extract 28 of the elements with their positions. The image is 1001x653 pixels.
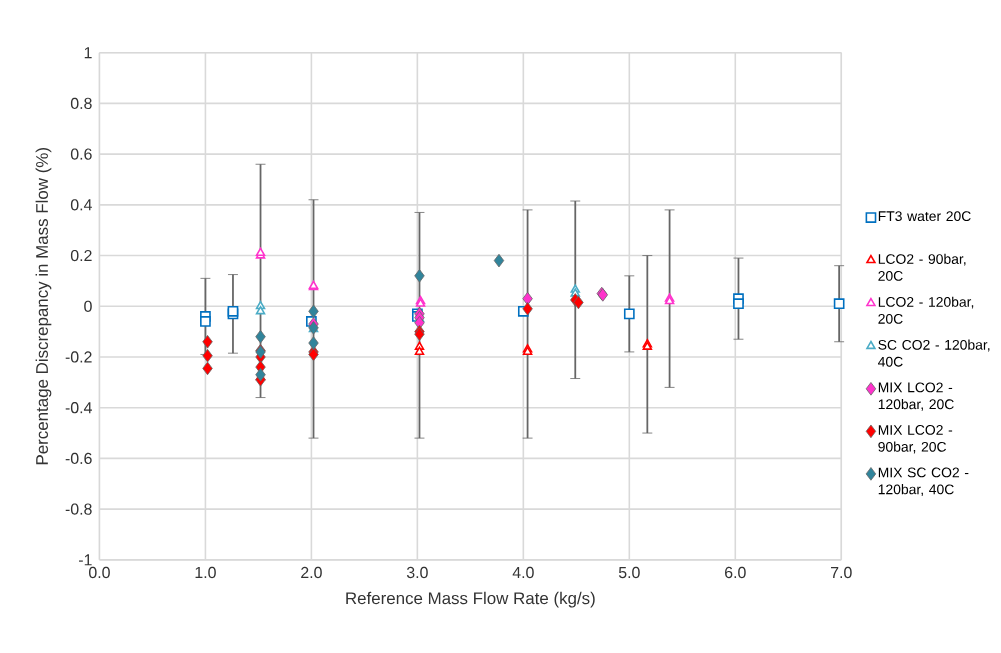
legend-label: MIX LCO2 - 90bar, 20C bbox=[878, 424, 953, 454]
y-axis-title: Percentage Discrepancy in Mass Flow (%) bbox=[35, 147, 52, 464]
y-tick-label: 0 bbox=[84, 300, 92, 312]
legend-label: FT3 water 20C bbox=[878, 211, 971, 221]
x-tick-label: 4.0 bbox=[512, 566, 534, 578]
legend-label: MIX SC CO2 - 120bar, 40C bbox=[878, 467, 969, 496]
x-tick-label: 5.0 bbox=[618, 566, 640, 578]
x-tick-label: 1.0 bbox=[195, 566, 216, 578]
y-tick-label: 0.4 bbox=[70, 199, 92, 211]
x-tick-label: 0.0 bbox=[89, 566, 110, 578]
y-tick-label: 0.2 bbox=[70, 249, 92, 262]
legend-label: LCO2 - 90bar, 20C bbox=[878, 253, 966, 281]
y-tick-label: -0.6 bbox=[65, 452, 92, 464]
y-tick-label: 1 bbox=[84, 47, 92, 59]
y-tick-label: -1 bbox=[78, 554, 92, 566]
x-tick-label: 2.0 bbox=[301, 566, 322, 578]
y-tick-label: -0.4 bbox=[65, 401, 92, 414]
legend-label: MIX LCO2 - 120bar, 20C bbox=[878, 382, 954, 411]
y-tick-label: -0.2 bbox=[65, 351, 92, 363]
y-tick-label: 0.8 bbox=[70, 97, 92, 109]
x-tick-label: 7.0 bbox=[831, 566, 852, 578]
y-tick-label: -0.8 bbox=[65, 503, 92, 515]
legend-label: LCO2 - 120bar, 20C bbox=[878, 296, 974, 324]
x-axis-title: Reference Mass Flow Rate (kg/s) bbox=[346, 591, 595, 608]
legend-label: SC CO2 - 120bar, 40C bbox=[878, 339, 990, 367]
y-tick-label: 0.6 bbox=[70, 148, 92, 160]
x-tick-label: 6.0 bbox=[725, 566, 746, 578]
x-tick-label: 3.0 bbox=[406, 566, 428, 578]
